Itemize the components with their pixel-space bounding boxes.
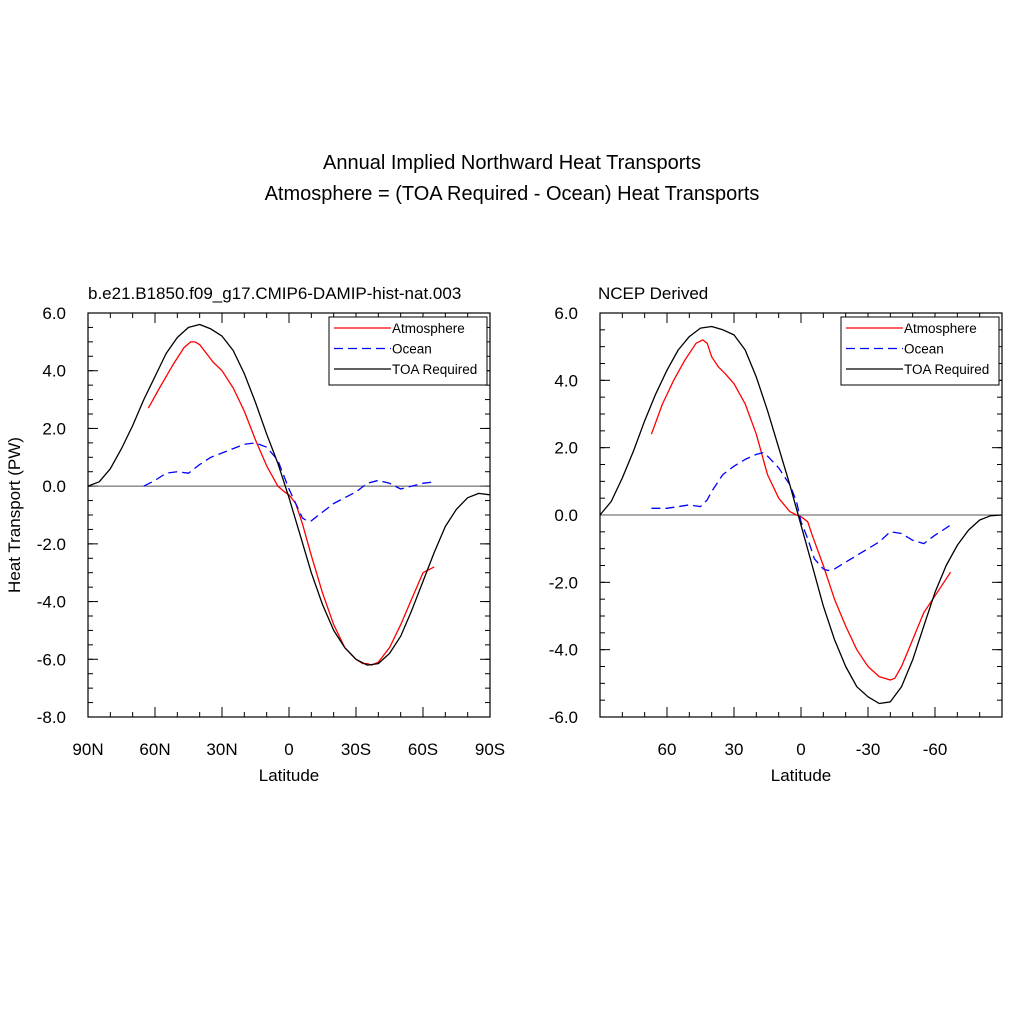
series-line-atmosphere — [650, 339, 952, 681]
y-tick-label: -6.0 — [549, 708, 578, 727]
plot-frame — [87, 312, 491, 718]
x-tick-label: 60N — [139, 740, 170, 759]
x-tick-label: 30N — [206, 740, 237, 759]
x-tick-label: 0 — [796, 740, 805, 759]
x-axis-label: Latitude — [771, 766, 832, 785]
legend: Atmosphere Ocean TOA Required — [840, 316, 1000, 386]
x-tick-label: 30S — [341, 740, 371, 759]
legend-label: TOA Required — [904, 362, 989, 377]
y-tick-label: -4.0 — [549, 641, 578, 660]
figure-title-line2: Atmosphere = (TOA Required - Ocean) Heat… — [265, 183, 760, 205]
right-panel-ncep: NCEP Derived -6.0 -4.0 -2.0 0.0 2.0 4.0 6.0 60 30… — [549, 284, 1003, 785]
panel-title: b.e21.B1850.f09_g17.CMIP6-DAMIP-hist-nat… — [88, 284, 461, 303]
x-axis-label: Latitude — [259, 766, 320, 785]
legend-label: Atmosphere — [904, 321, 977, 336]
y-axis-label: Heat Transport (PW) — [5, 437, 24, 593]
x-tick-label: 60 — [658, 740, 677, 759]
y-tick-label: 0.0 — [554, 506, 578, 525]
y-tick-label: 2.0 — [554, 439, 578, 458]
series-line-ocean — [651, 452, 951, 572]
x-tick-label: -30 — [856, 740, 881, 759]
series-line-ocean — [143, 442, 435, 522]
x-tick-label: 0 — [284, 740, 293, 759]
panel-title: NCEP Derived — [598, 284, 708, 303]
y-tick-label: -2.0 — [549, 573, 578, 592]
legend: Atmosphere Ocean TOA Required — [328, 316, 488, 386]
x-tick-label: -60 — [923, 740, 948, 759]
y-tick-label: -8.0 — [37, 708, 66, 727]
x-tick-label: 90S — [475, 740, 505, 759]
series-line-atmosphere — [147, 341, 435, 666]
y-tick-label: 4.0 — [42, 362, 66, 381]
y-tick-label: 2.0 — [42, 419, 66, 438]
y-tick-label: 6.0 — [554, 304, 578, 323]
y-tick-label: -6.0 — [37, 650, 66, 669]
y-tick-label: 0.0 — [42, 477, 66, 496]
legend-label: TOA Required — [392, 362, 477, 377]
y-tick-label: -4.0 — [37, 593, 66, 612]
legend-label: Ocean — [392, 342, 432, 357]
y-tick-label: -2.0 — [37, 535, 66, 554]
figure-title-line1: Annual Implied Northward Heat Transports — [323, 152, 701, 174]
plot-frame — [599, 312, 1003, 718]
left-panel-model: b.e21.B1850.f09_g17.CMIP6-DAMIP-hist-nat… — [5, 284, 505, 785]
legend-label: Ocean — [904, 342, 944, 357]
x-tick-label: 30 — [725, 740, 744, 759]
series-line-toa-required — [599, 325, 1003, 705]
x-tick-label: 90N — [72, 740, 103, 759]
series-line-toa-required — [87, 323, 491, 666]
legend-label: Atmosphere — [392, 321, 465, 336]
y-tick-label: 4.0 — [554, 371, 578, 390]
x-tick-label: 60S — [408, 740, 438, 759]
y-tick-label: 6.0 — [42, 304, 66, 323]
